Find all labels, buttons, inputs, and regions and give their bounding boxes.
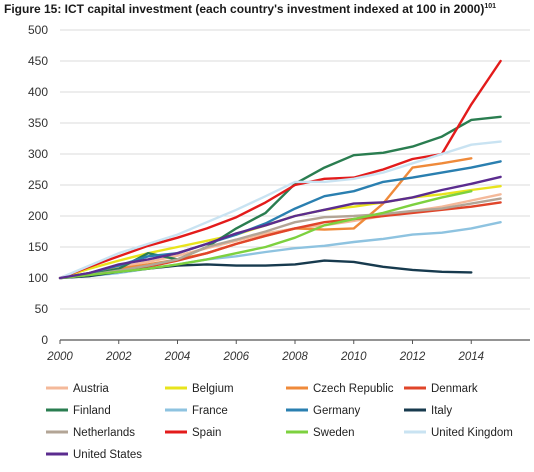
legend-label: Denmark xyxy=(431,383,478,395)
series-line-spain xyxy=(58,59,502,280)
y-tick-label: 450 xyxy=(28,54,48,68)
y-tick-label: 150 xyxy=(28,240,48,254)
legend-label: United Kingdom xyxy=(431,427,513,439)
x-tick-label: 2008 xyxy=(281,351,308,363)
legend-label: Sweden xyxy=(313,427,355,439)
y-tick-label: 500 xyxy=(28,23,48,37)
series-line-netherlands xyxy=(58,197,502,280)
legend-label: France xyxy=(192,405,228,417)
x-tick-label: 2004 xyxy=(164,351,191,363)
legend-label: Netherlands xyxy=(73,427,135,439)
x-tick-label: 2012 xyxy=(399,351,426,363)
legend: Austria Belgium Czech Republic Denmark Finla… xyxy=(46,383,513,461)
y-tick-label: 400 xyxy=(28,85,48,99)
x-tick-label: 2006 xyxy=(222,351,249,363)
y-axis-ticks: 0 50 100 150 200 250 300 350 400 450 500 xyxy=(28,23,48,347)
x-axis-ticks: 2000 2002 2004 2006 2008 2010 2012 2014 xyxy=(46,340,484,363)
title-footnote: 101 xyxy=(484,3,497,10)
x-tick-label: 2000 xyxy=(46,351,73,363)
series-line-united-states xyxy=(58,175,502,280)
legend-label: Czech Republic xyxy=(313,383,394,395)
x-tick-label: 2002 xyxy=(105,351,132,363)
x-tick-label: 2014 xyxy=(457,351,484,363)
x-tick-label: 2010 xyxy=(340,351,367,363)
y-tick-label: 0 xyxy=(41,333,48,347)
legend-label: Italy xyxy=(431,405,452,417)
chart-title: Figure 15: ICT capital investment (each … xyxy=(4,2,530,16)
y-tick-label: 250 xyxy=(28,178,48,192)
legend-label: Germany xyxy=(313,405,361,417)
y-tick-label: 50 xyxy=(35,302,49,316)
legend-label: Austria xyxy=(73,383,109,395)
legend-label: United States xyxy=(73,449,142,461)
legend-label: Finland xyxy=(73,405,111,417)
series-lines xyxy=(58,59,502,280)
y-tick-label: 100 xyxy=(28,271,48,285)
y-tick-label: 300 xyxy=(28,147,48,161)
series-line-united-kingdom xyxy=(58,140,502,280)
chart-title-text: Figure 15: ICT capital investment (each … xyxy=(4,2,485,16)
y-tick-label: 350 xyxy=(28,116,48,130)
y-tick-label: 200 xyxy=(28,209,48,223)
legend-label: Belgium xyxy=(192,383,234,395)
series-line-sweden xyxy=(58,189,473,280)
legend-label: Spain xyxy=(192,427,221,439)
